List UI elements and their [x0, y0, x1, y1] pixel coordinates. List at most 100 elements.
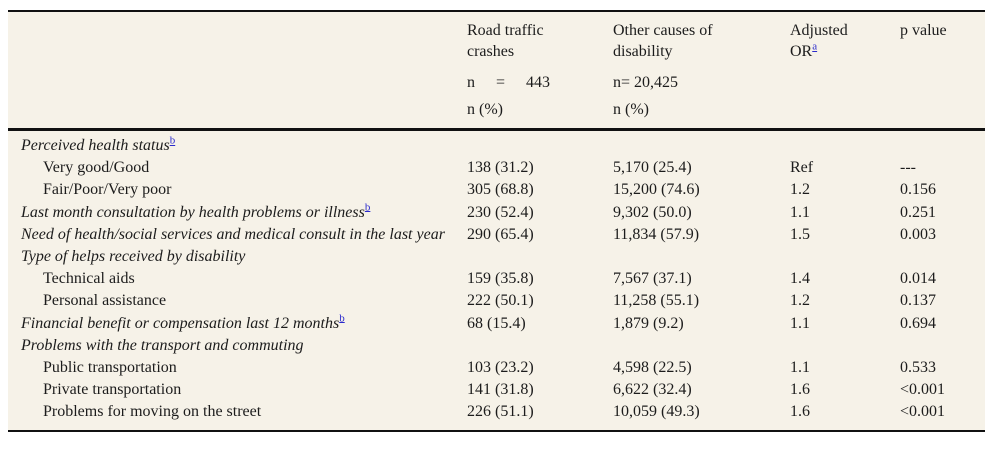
cell-adjusted-or: 1.1 — [790, 203, 810, 221]
row-label: Personal assistance — [8, 290, 459, 312]
row-label-text: Technical aids — [43, 270, 135, 288]
cell-road-traffic-crashes: 103 (23.2) — [467, 359, 534, 377]
cell-other-causes: 1,879 (9.2) — [613, 314, 684, 332]
row-label: Type of helps received by disability — [8, 246, 459, 268]
cell-road-traffic-crashes: 141 (31.8) — [467, 381, 534, 399]
cell-p-value — [892, 130, 985, 158]
cell-p-value — [892, 246, 985, 268]
table-body: Perceived health statusb Very good/Good … — [8, 130, 985, 431]
row-label-text: Type of helps received by disability — [21, 248, 246, 266]
cell-other-causes: 10,059 (49.3) — [613, 403, 700, 421]
cell-p-value: 0.003 — [900, 225, 936, 243]
footnote-link-b[interactable]: b — [364, 201, 371, 214]
cell-adjusted-or: 1.4 — [790, 270, 810, 288]
cell-adjusted-or: 1.5 — [790, 225, 810, 243]
cell-p-value: 0.137 — [900, 292, 936, 310]
cell-p-value: 0.156 — [900, 181, 936, 199]
cell-adjusted-or — [782, 246, 892, 268]
cell-p-value: 0.014 — [900, 270, 936, 288]
row-label-text: Financial benefit or compensation last 1… — [21, 314, 340, 332]
cell-p-value: <0.001 — [900, 403, 946, 421]
header-col-other-causes: Other causes of disability — [605, 11, 782, 62]
row-label-text: Perceived health status — [21, 137, 170, 154]
footnote-link-b[interactable]: b — [339, 312, 345, 325]
cell-other-causes: 15,200 (74.6) — [613, 181, 700, 199]
row-label-text: Need of health/social services and medic… — [21, 225, 445, 243]
cell-adjusted-or — [782, 130, 892, 158]
table-row: Technical aids 159 (35.8) 7,567 (37.1) 1… — [8, 268, 985, 290]
table-row: Need of health/social services and medic… — [8, 224, 985, 246]
cell-p-value: --- — [900, 159, 916, 177]
cell-road-traffic-crashes: 230 (52.4) — [467, 203, 534, 221]
cell-other-causes: 5,170 (25.4) — [613, 159, 692, 177]
cell-road-traffic-crashes: 222 (50.1) — [467, 292, 534, 310]
table-row: Very good/Good 138 (31.2) 5,170 (25.4) R… — [8, 157, 985, 179]
cell-adjusted-or: 1.6 — [790, 381, 810, 399]
cell-p-value: 0.694 — [900, 314, 936, 332]
row-label: Fair/Poor/Very poor — [8, 179, 459, 201]
table-row: Private transportation 141 (31.8) 6,622 … — [8, 379, 985, 401]
row-label: Need of health/social services and medic… — [8, 224, 459, 246]
header-title-text: p value — [900, 22, 947, 39]
header-pct-rtc: n (%) — [459, 91, 605, 131]
header-n-rtc: n = 443 — [467, 74, 551, 91]
cell-adjusted-or: 1.1 — [790, 359, 810, 377]
row-label-text: Fair/Poor/Very poor — [43, 181, 172, 199]
cell-road-traffic-crashes: 290 (65.4) — [467, 225, 534, 243]
table-row: Problems with the transport and commutin… — [8, 335, 985, 357]
header-stub — [8, 11, 459, 62]
cell-other-causes: 11,258 (55.1) — [613, 292, 700, 310]
cell-road-traffic-crashes: 226 (51.1) — [467, 403, 534, 421]
cell-adjusted-or: Ref — [790, 159, 814, 177]
cell-other-causes — [605, 130, 782, 158]
cell-road-traffic-crashes — [459, 246, 605, 268]
row-label-text: Problems with the transport and commutin… — [21, 336, 304, 354]
table-row: Type of helps received by disability — [8, 246, 985, 268]
header-n-other: n= 20,425 — [613, 74, 679, 91]
row-label: Public transportation — [8, 357, 459, 379]
row-label: Financial benefit or compensation last 1… — [8, 313, 459, 335]
row-label-text: Last month consultation by health proble… — [21, 203, 365, 221]
cell-other-causes: 7,567 (37.1) — [613, 270, 692, 288]
table-row: Perceived health statusb — [8, 130, 985, 158]
row-label: Problems for moving on the street — [8, 401, 459, 430]
row-label: Very good/Good — [8, 157, 459, 179]
cell-other-causes: 4,598 (22.5) — [613, 359, 692, 377]
row-label: Private transportation — [8, 379, 459, 401]
header-title-row: Road traffic crashes Other causes of dis… — [8, 11, 985, 62]
cell-other-causes — [605, 246, 782, 268]
header-title-text: Road traffic crashes — [467, 22, 544, 60]
table-row: Fair/Poor/Very poor 305 (68.8) 15,200 (7… — [8, 179, 985, 201]
cell-adjusted-or: 1.2 — [790, 292, 810, 310]
results-table: Road traffic crashes Other causes of dis… — [8, 10, 985, 432]
header-title-text: Other causes of disability — [613, 22, 713, 60]
cell-other-causes — [605, 335, 782, 357]
cell-adjusted-or: 1.1 — [790, 314, 810, 332]
cell-p-value: 0.251 — [900, 203, 936, 221]
table-row: Problems for moving on the street 226 (5… — [8, 401, 985, 430]
footnote-link-a[interactable]: a — [812, 40, 818, 53]
row-label: Last month consultation by health proble… — [8, 202, 459, 224]
header-title-text: Adjusted ORa — [790, 22, 848, 60]
row-label-text: Public transportation — [43, 359, 177, 377]
cell-other-causes: 6,622 (32.4) — [613, 381, 692, 399]
row-label: Technical aids — [8, 268, 459, 290]
cell-other-causes: 9,302 (50.0) — [613, 203, 692, 221]
cell-road-traffic-crashes: 138 (31.2) — [467, 159, 534, 177]
footnote-link-b[interactable]: b — [169, 134, 176, 147]
row-label-text: Problems for moving on the street — [43, 403, 262, 421]
table-header: Road traffic crashes Other causes of dis… — [8, 11, 985, 131]
cell-adjusted-or — [782, 335, 892, 357]
cell-adjusted-or: 1.6 — [790, 403, 810, 421]
cell-road-traffic-crashes: 159 (35.8) — [467, 270, 534, 288]
header-col-road-traffic-crashes: Road traffic crashes — [459, 11, 605, 62]
header-pct-other: n (%) — [605, 91, 782, 131]
cell-road-traffic-crashes — [459, 130, 605, 158]
row-label: Problems with the transport and commutin… — [8, 335, 459, 357]
table-row: Public transportation 103 (23.2) 4,598 (… — [8, 357, 985, 379]
cell-p-value — [892, 335, 985, 357]
header-col-p-value: p value — [892, 11, 985, 62]
cell-adjusted-or: 1.2 — [790, 181, 810, 199]
row-label-text: Private transportation — [43, 381, 182, 399]
